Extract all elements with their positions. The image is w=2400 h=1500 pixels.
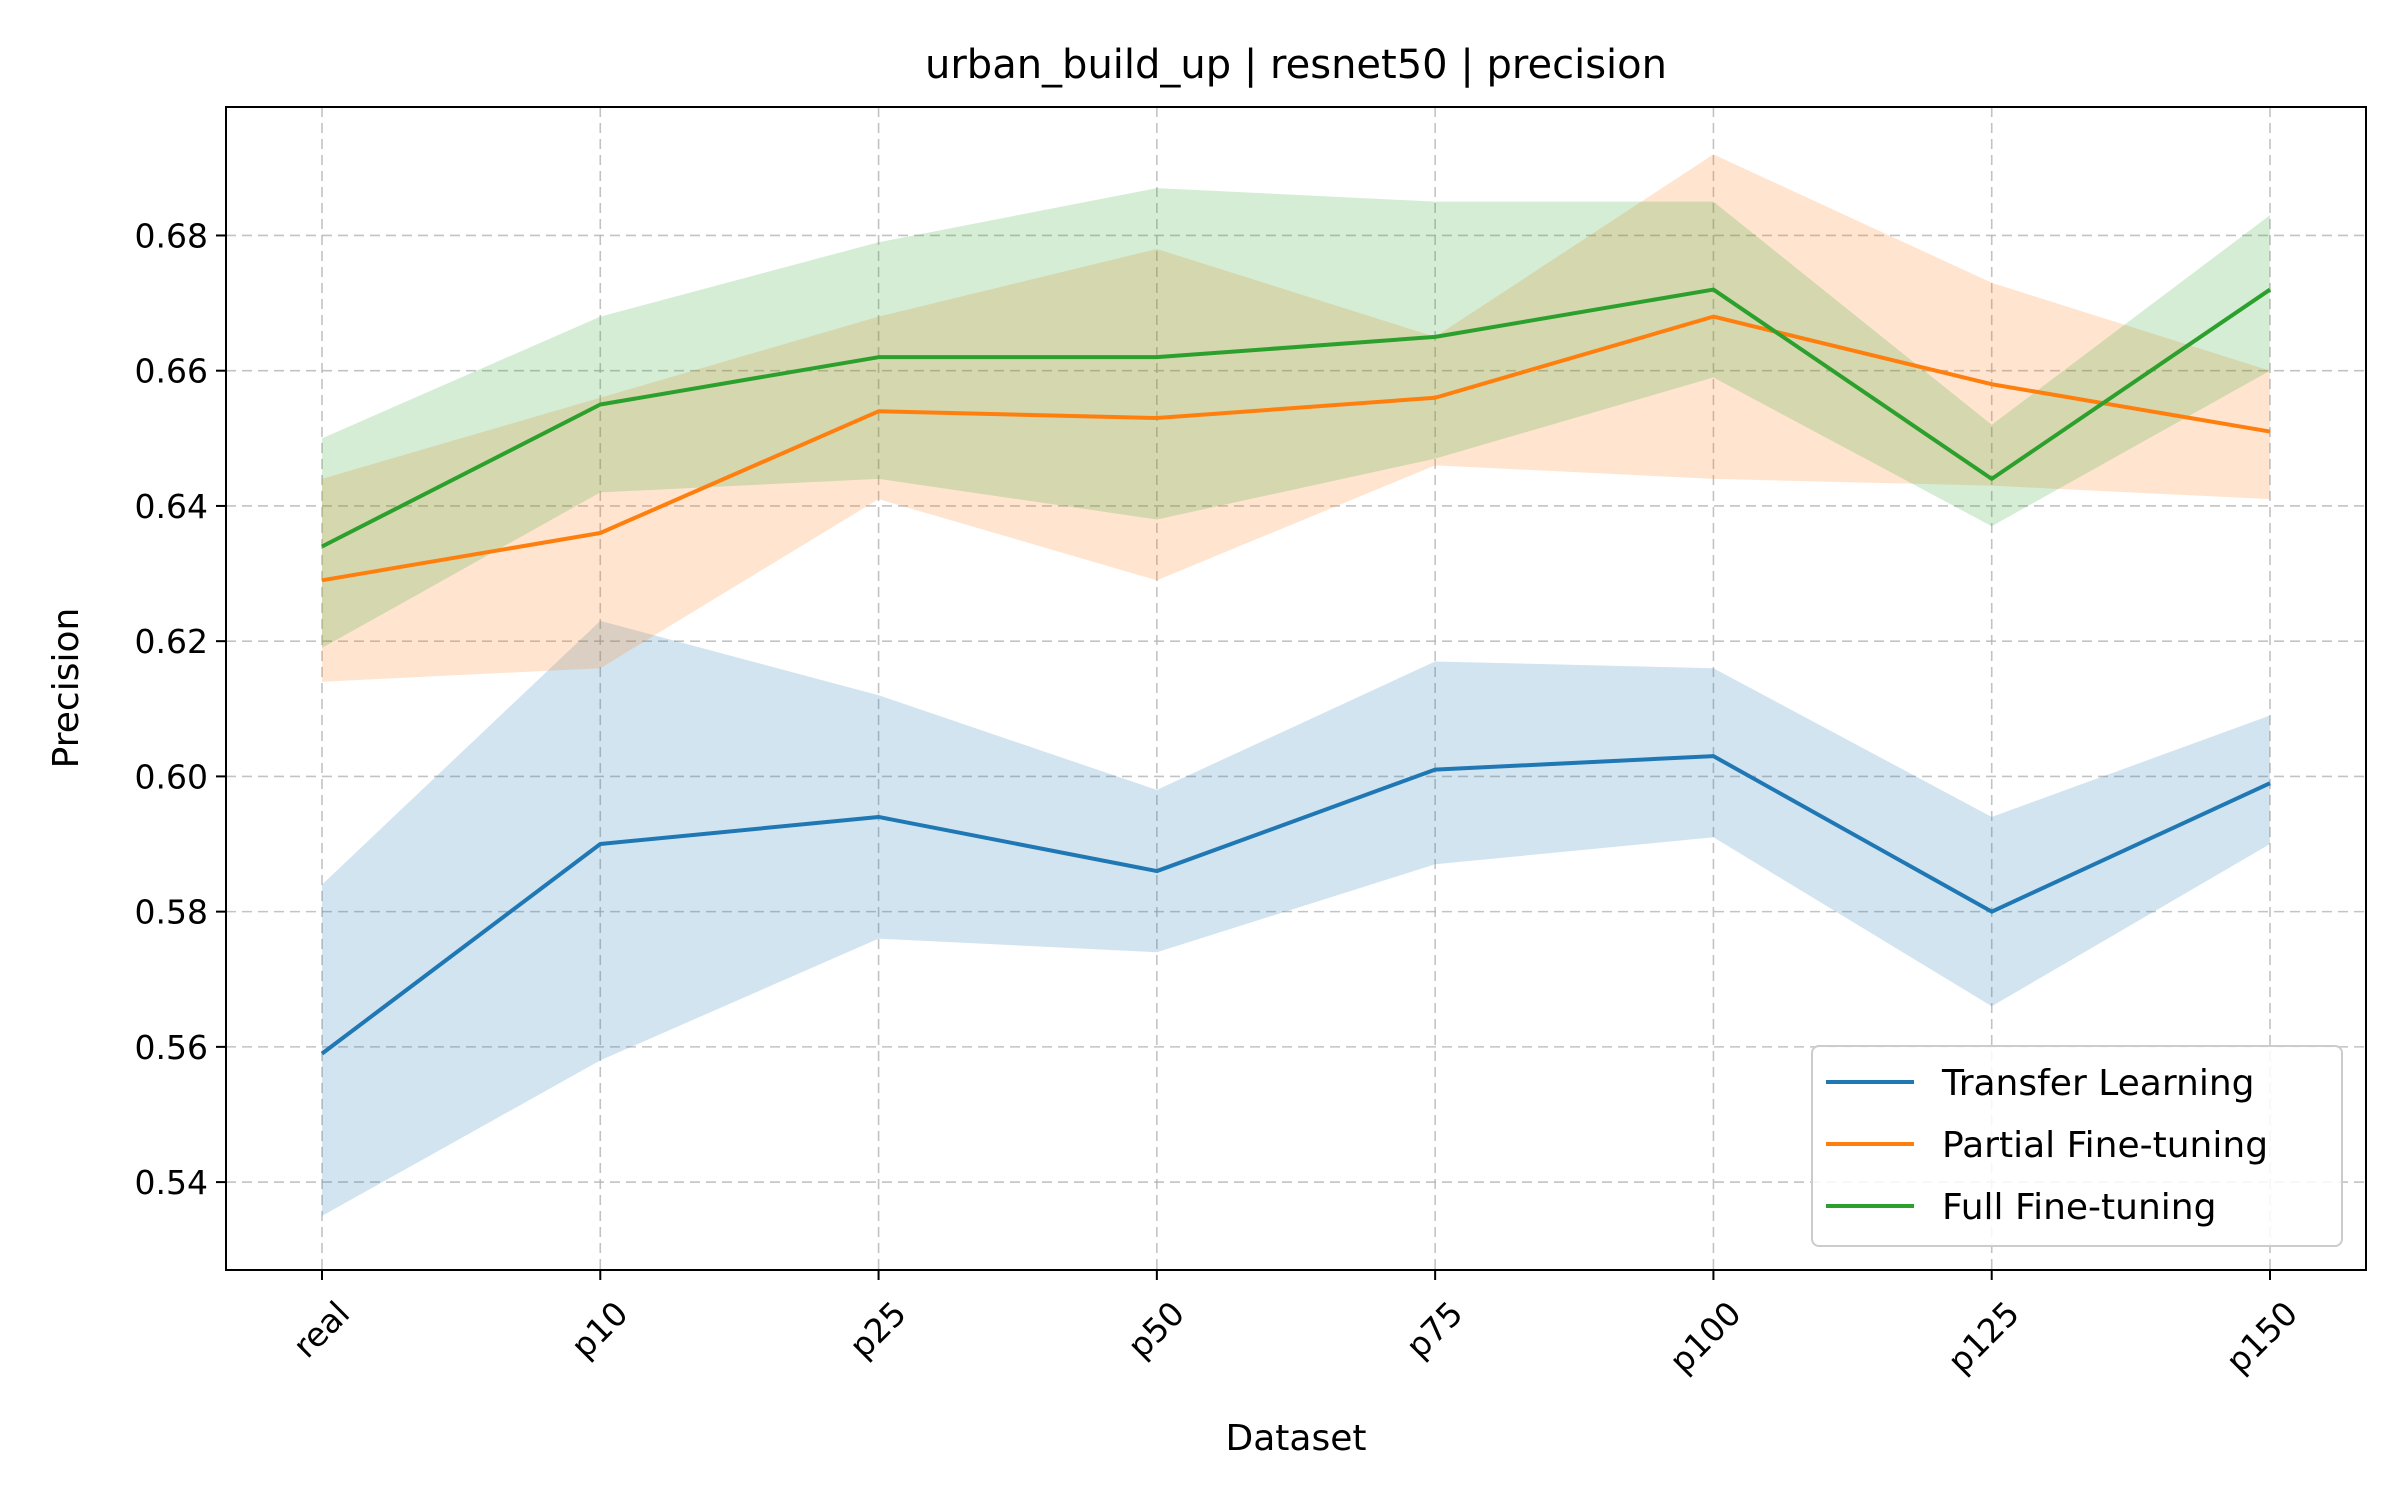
y-axis-label: Precision — [46, 608, 87, 769]
y-tick-label: 0.56 — [135, 1028, 208, 1067]
y-axis: 0.54 0.56 0.58 0.60 0.62 0.64 0.66 0.68 — [135, 216, 226, 1202]
legend-box — [1811, 1045, 2343, 1247]
y-tick-label: 0.54 — [135, 1163, 208, 1202]
series-lines — [320, 287, 2272, 1056]
x-tick-label: p100 — [1662, 1294, 1749, 1381]
y-tick-label: 0.68 — [135, 216, 208, 255]
x-tick-label: p125 — [1940, 1294, 2027, 1381]
legend: Transfer Learning Partial Fine-tuning Full… — [1811, 1045, 2343, 1247]
y-tick-label: 0.60 — [135, 757, 208, 796]
confidence-bands — [322, 154, 2270, 1216]
confidence-band — [322, 154, 2270, 682]
x-tick-label: p75 — [1398, 1294, 1470, 1366]
y-tick-label: 0.62 — [135, 622, 208, 661]
x-tick-label: real — [285, 1294, 357, 1366]
x-tick-label: p25 — [842, 1294, 914, 1366]
y-tick-label: 0.64 — [135, 487, 208, 526]
series-line — [320, 754, 2271, 1056]
plot-frame — [225, 106, 2367, 1271]
y-tick-label: 0.66 — [135, 352, 208, 391]
x-tick-label: p150 — [2218, 1294, 2305, 1381]
x-tick-label: p50 — [1120, 1294, 1192, 1366]
legend-label: Transfer Learning — [1941, 1063, 2255, 1104]
series-line — [321, 314, 2271, 583]
x-axis-label: Dataset — [1226, 1418, 1367, 1459]
series-line — [321, 287, 2272, 549]
confidence-band — [322, 620, 2270, 1216]
x-tick-label: p10 — [563, 1294, 635, 1366]
confidence-band — [322, 188, 2270, 648]
y-tick-label: 0.58 — [135, 893, 208, 932]
legend-label: Full Fine-tuning — [1942, 1187, 2216, 1228]
legend-label: Partial Fine-tuning — [1942, 1125, 2268, 1166]
x-axis: real p10 p25 p50 p75 p100 p125 p150 — [285, 1270, 2305, 1381]
chart-title: urban_build_up | resnet50 | precision — [925, 42, 1667, 88]
